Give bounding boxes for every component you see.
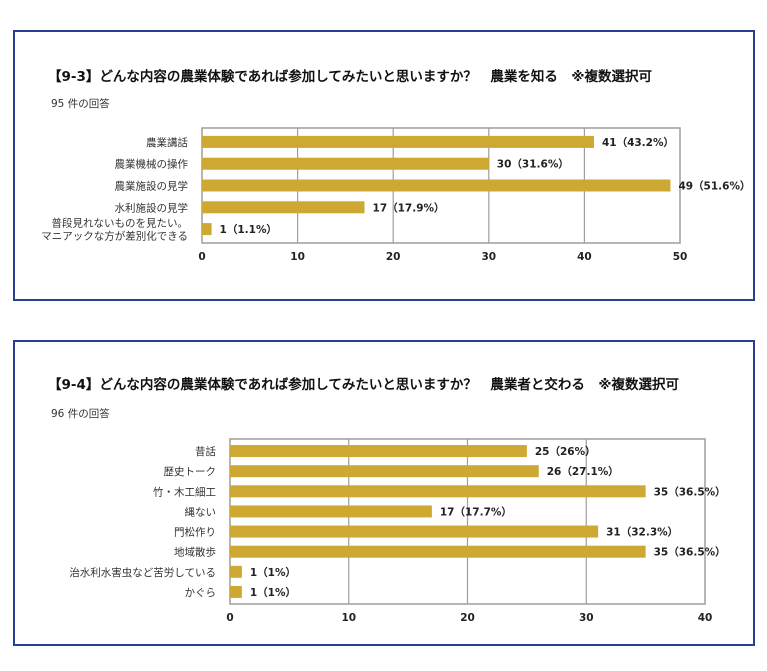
bar bbox=[230, 565, 242, 578]
x-tick-label: 30 bbox=[481, 251, 496, 263]
data-label: 17（17.7%） bbox=[440, 505, 512, 518]
category-label: 縄ない bbox=[185, 505, 217, 518]
bar bbox=[230, 445, 527, 458]
x-tick-label: 20 bbox=[386, 251, 401, 263]
category-label: 歴史トーク bbox=[164, 466, 217, 478]
bar bbox=[202, 157, 489, 170]
data-label: 41（43.2%） bbox=[602, 136, 674, 149]
category-label: 昔話 bbox=[195, 445, 216, 458]
response-count: 96 件の回答 bbox=[51, 408, 110, 420]
data-label: 35（36.5%） bbox=[654, 485, 726, 498]
category-label: 農業施設の見学 bbox=[115, 180, 189, 193]
bar-chart-9-4: 0 10 20 30 40 25（26%） 昔話 26（27.1%） 歴史トーク 35（36.5%… bbox=[69, 438, 726, 624]
bar bbox=[230, 505, 432, 518]
x-tick-label: 40 bbox=[577, 251, 592, 263]
x-tick-label: 10 bbox=[290, 251, 305, 263]
category-label: マニアックな方が差別化できる bbox=[41, 230, 188, 243]
x-tick-label: 30 bbox=[579, 612, 594, 624]
bar bbox=[202, 223, 212, 236]
category-label: 地域散歩 bbox=[174, 546, 216, 559]
response-count: 95 件の回答 bbox=[51, 98, 110, 110]
category-label: 水利施設の見学 bbox=[115, 201, 189, 214]
bar bbox=[202, 201, 365, 214]
category-label: 治水利水害虫など苦労している bbox=[69, 566, 216, 579]
data-label: 17（17.9%） bbox=[373, 201, 445, 214]
chart-title: 【9-3】どんな内容の農業体験であれば参加してみたいと思いますか？ 農業を知る … bbox=[48, 69, 652, 85]
data-label: 49（51.6%） bbox=[678, 180, 750, 193]
bar bbox=[230, 465, 539, 478]
data-label: 1（1%） bbox=[250, 586, 296, 599]
x-tick-label: 10 bbox=[341, 612, 356, 624]
data-label: 1（1.1%） bbox=[220, 223, 277, 236]
category-label: 農業講話 bbox=[146, 136, 188, 149]
data-label: 25（26%） bbox=[535, 445, 596, 458]
bar bbox=[230, 525, 599, 538]
x-tick-label: 40 bbox=[698, 612, 713, 624]
category-label: 農業機械の操作 bbox=[115, 158, 189, 171]
data-label: 35（36.5%） bbox=[654, 546, 726, 559]
data-label: 31（32.3%） bbox=[606, 526, 678, 539]
category-label: 竹・木工細工 bbox=[153, 485, 216, 498]
category-label: 普段見れないものを見たい。 bbox=[52, 217, 189, 230]
x-tick-label: 0 bbox=[226, 612, 233, 624]
bar bbox=[202, 135, 594, 148]
bar bbox=[230, 585, 242, 598]
bar-chart-9-3: 0 10 20 30 40 50 41（43.2%） 農業講話 30（31.6%） 農業機械の操作… bbox=[41, 127, 750, 263]
data-label: 30（31.6%） bbox=[497, 158, 569, 171]
x-tick-label: 20 bbox=[460, 612, 475, 624]
x-tick-label: 0 bbox=[198, 251, 205, 263]
bar bbox=[230, 545, 646, 558]
bar bbox=[202, 179, 671, 192]
chart-panel-9-4: 【9-4】どんな内容の農業体験であれば参加してみたいと思いますか？ 農業者と交わ… bbox=[13, 340, 755, 646]
category-label: かぐら bbox=[185, 587, 217, 599]
bar bbox=[230, 485, 646, 498]
x-tick-label: 50 bbox=[673, 251, 688, 263]
data-label: 1（1%） bbox=[250, 566, 296, 579]
data-label: 26（27.1%） bbox=[547, 465, 619, 478]
chart-panel-9-3: 【9-3】どんな内容の農業体験であれば参加してみたいと思いますか？ 農業を知る … bbox=[13, 30, 755, 301]
category-label: 門松作り bbox=[174, 526, 216, 539]
chart-title: 【9-4】どんな内容の農業体験であれば参加してみたいと思いますか？ 農業者と交わ… bbox=[48, 377, 679, 393]
